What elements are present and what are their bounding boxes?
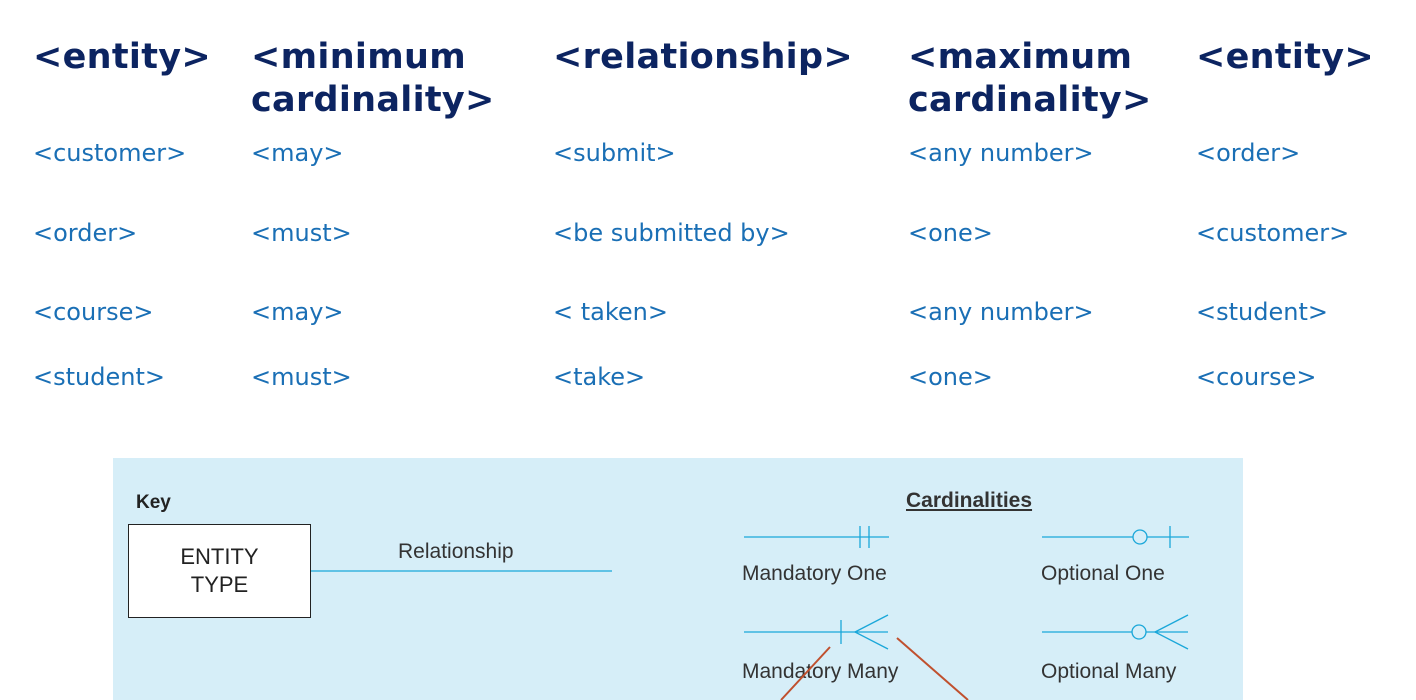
cardinalities-title: Cardinalities — [906, 489, 1033, 512]
table-cell: <must> — [251, 363, 352, 391]
relationship-label: Relationship — [398, 540, 514, 563]
header-relationship: <relationship> — [553, 37, 853, 77]
table-cell: <may> — [251, 298, 344, 326]
header-entity-left: <entity> — [33, 37, 211, 77]
table-cell: <customer> — [1196, 219, 1350, 247]
table-cell: <any number> — [908, 139, 1094, 167]
table-cell: <one> — [908, 219, 993, 247]
table-cell: <order> — [33, 219, 138, 247]
notation-symbols — [311, 526, 1189, 700]
header-maximum-cardinality: <maximum cardinality> — [908, 37, 1152, 120]
optional-many-symbol — [1042, 614, 1189, 650]
table-cell: <must> — [251, 219, 352, 247]
header-minimum-cardinality: <minimum cardinality> — [251, 37, 495, 120]
table-cell: <course> — [33, 298, 154, 326]
pointer-line-right — [896, 637, 969, 700]
table-cell: <be submitted by> — [553, 219, 790, 247]
pointer-line-left — [780, 646, 831, 700]
optional-one-symbol — [1042, 526, 1189, 548]
table-cell: <one> — [908, 363, 993, 391]
table-cell: <submit> — [553, 139, 676, 167]
table-cell: <student> — [33, 363, 165, 391]
header-entity-right: <entity> — [1196, 37, 1374, 77]
entity-type-label: ENTITY TYPE — [180, 544, 259, 597]
notation-key-panel: Key ENTITY TYPE Relationship Cardinaliti… — [113, 458, 1243, 700]
table-cell: <take> — [553, 363, 646, 391]
optional-one-label: Optional One — [1041, 562, 1165, 585]
table-cell: <may> — [251, 139, 344, 167]
table-cell: < taken> — [553, 298, 668, 326]
table-cell: <customer> — [33, 139, 187, 167]
mandatory-one-label: Mandatory One — [742, 562, 887, 585]
mandatory-many-label: Mandatory Many — [742, 660, 899, 683]
table-cell: <course> — [1196, 363, 1317, 391]
table-cell: <student> — [1196, 298, 1328, 326]
table-cell: <order> — [1196, 139, 1301, 167]
entity-type-box: ENTITY TYPE — [128, 524, 311, 618]
mandatory-many-symbol — [744, 614, 889, 650]
optional-many-label: Optional Many — [1041, 660, 1177, 683]
mandatory-one-symbol — [744, 526, 889, 548]
key-label: Key — [136, 492, 171, 513]
table-cell: <any number> — [908, 298, 1094, 326]
